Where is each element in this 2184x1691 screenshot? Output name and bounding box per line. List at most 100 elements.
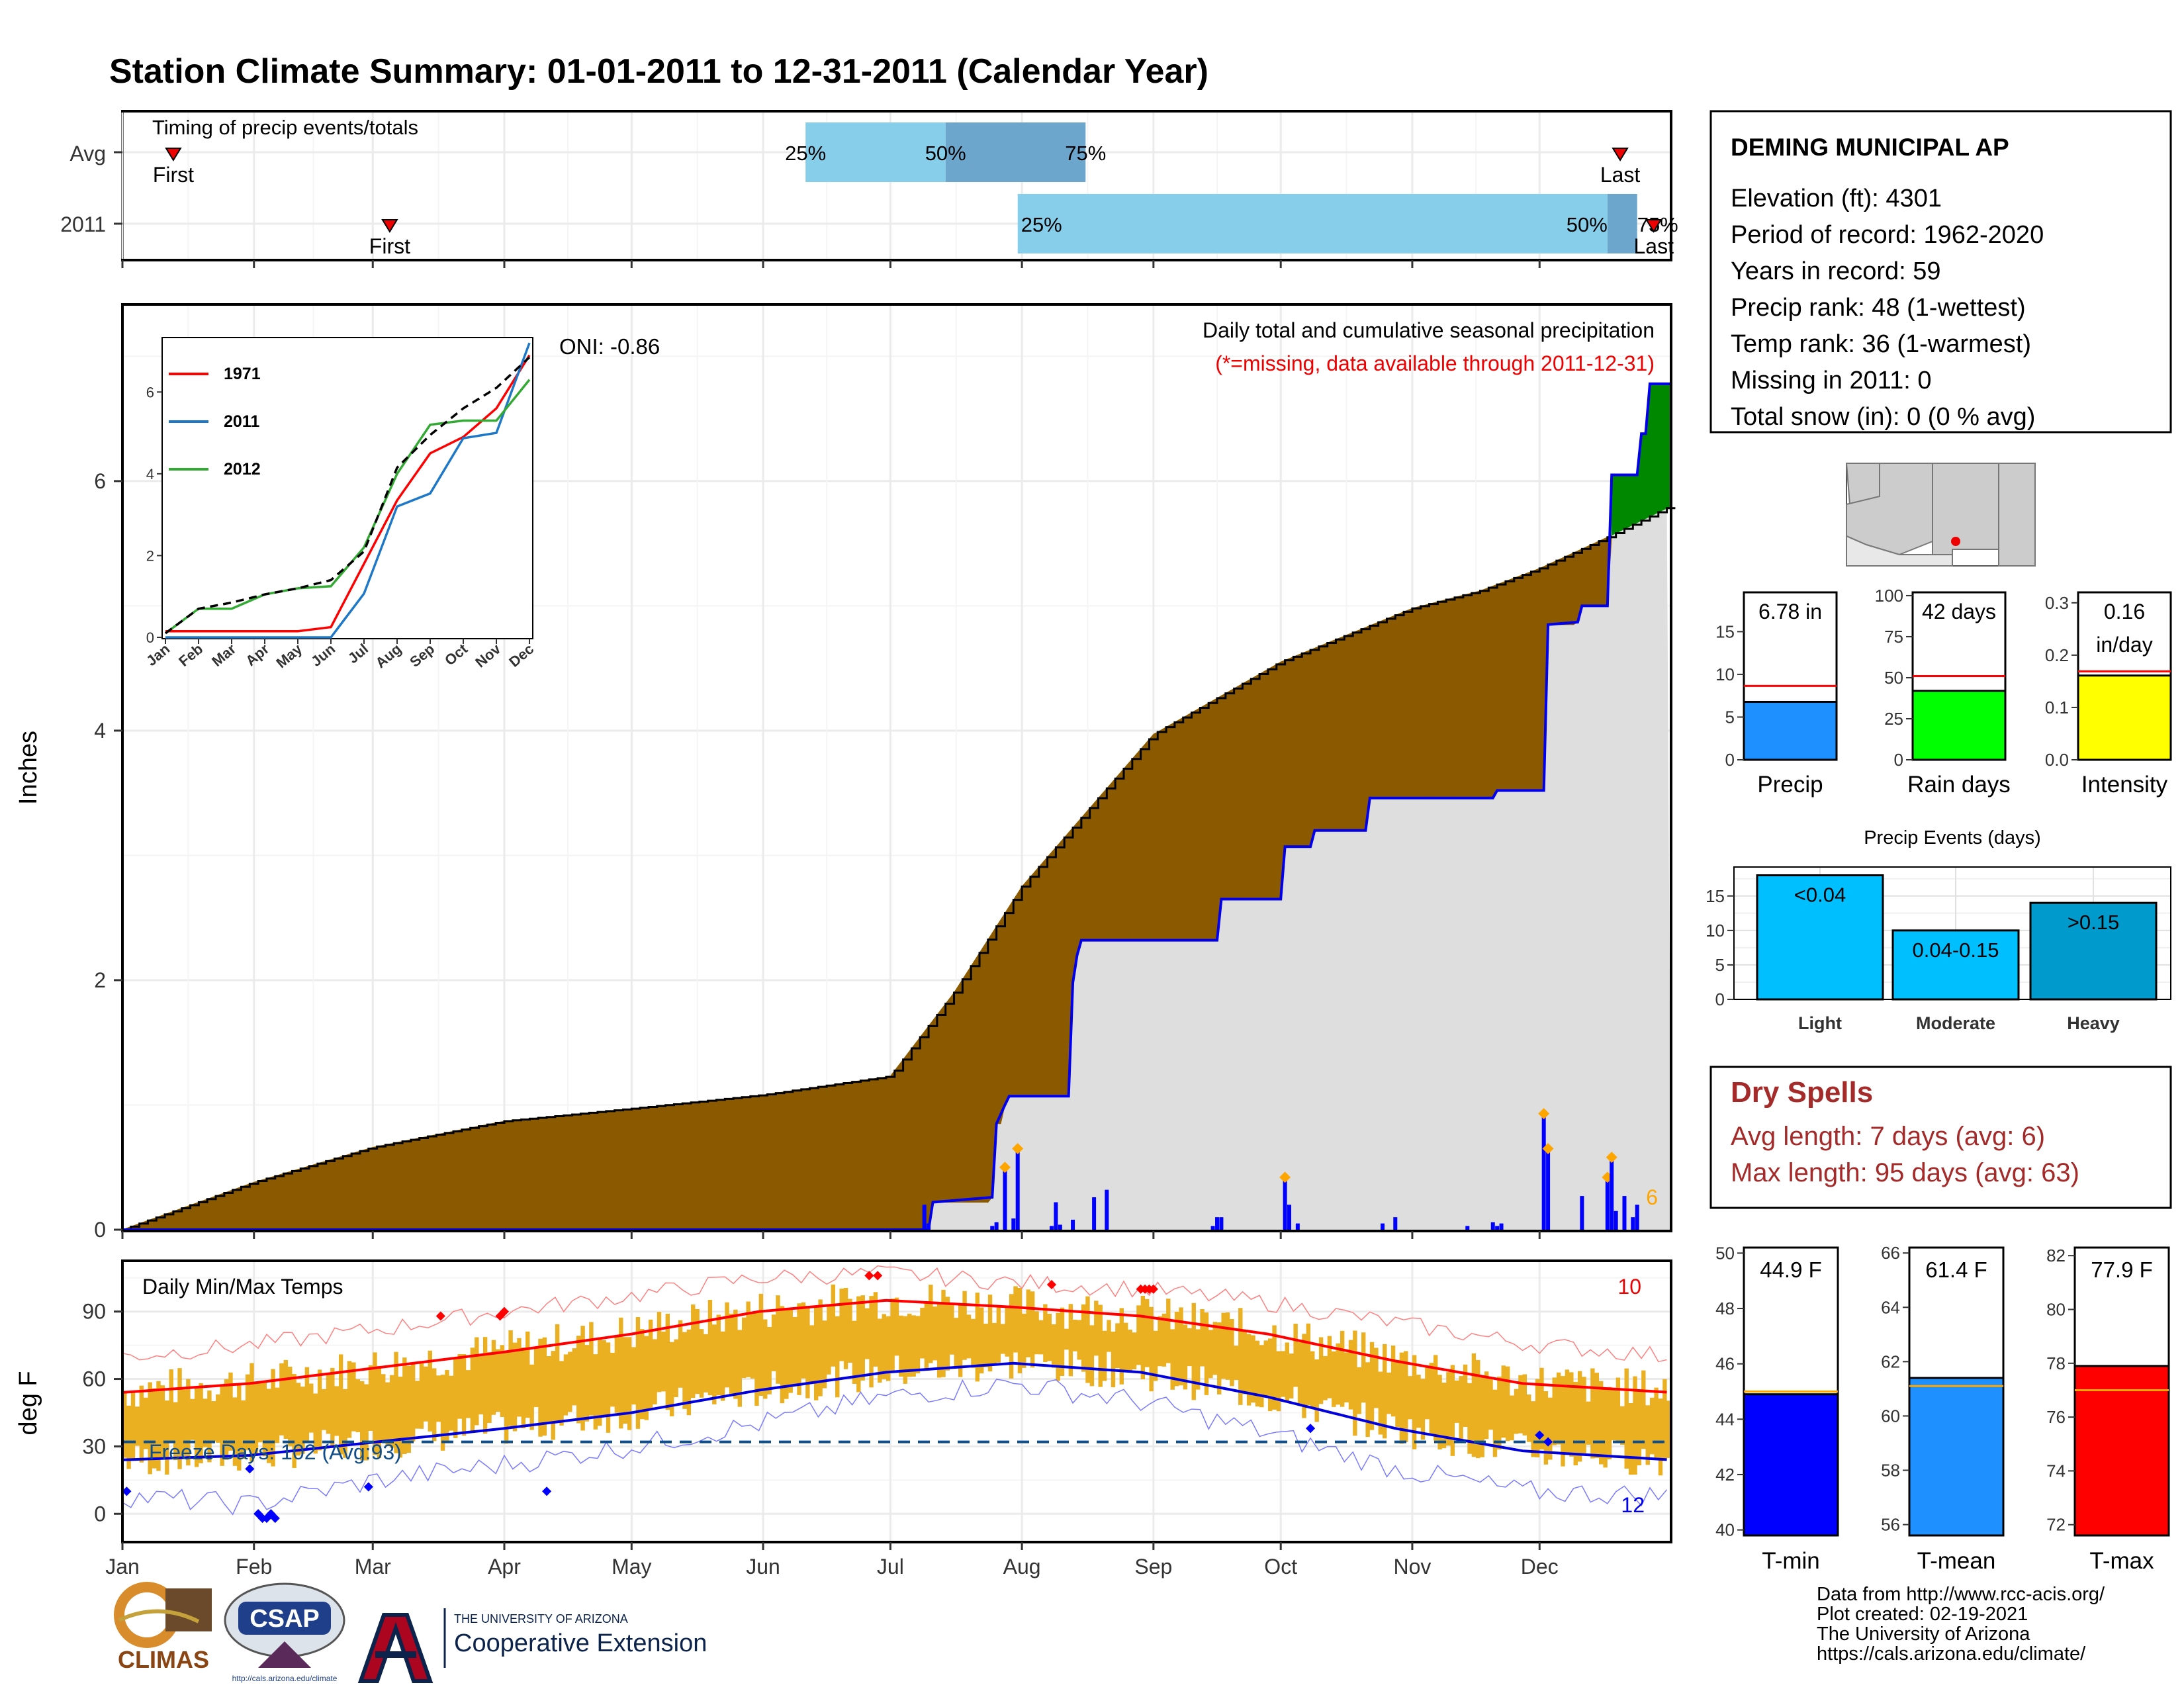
daily-precip-bar: [1210, 1226, 1215, 1230]
month-tick-label: Oct: [1264, 1555, 1297, 1578]
timing-p25-label: 25%: [785, 142, 826, 165]
last-event-marker: [1612, 148, 1629, 161]
station-info-frame: [1709, 110, 2172, 434]
inset-series-line: [164, 379, 531, 635]
locator-state-nm: [1932, 463, 1999, 555]
daily-precip-bar: [1610, 1157, 1614, 1230]
daily-precip-bar: [1546, 1148, 1551, 1230]
first-event-label: First: [153, 163, 194, 187]
month-tick-label: Jul: [877, 1555, 904, 1578]
record-high-marker: [864, 1271, 874, 1281]
temp-bar-value: [1743, 1393, 1839, 1537]
locator-map: [1845, 463, 2036, 567]
mini-bar-label: Precip: [1757, 772, 1823, 798]
summary-mini-bars: 0 5 10 15 6.78 in Precip 0 25 50 75 100 42 days Rain…: [1715, 586, 2172, 798]
precip-panel: 0 2 4 6 Inches Daily total and cumulative s…: [15, 303, 1676, 1242]
daily-precip-bar: [1541, 1113, 1546, 1230]
temp-bar-y-tick-label: 74: [2046, 1461, 2066, 1481]
events-category-label: Light: [1798, 1013, 1842, 1033]
record-high-marker: [1148, 1284, 1158, 1294]
avg-min-temp-line: [122, 1361, 1667, 1461]
climas-logo-block: [165, 1588, 212, 1631]
daily-precip-bar: [1465, 1226, 1470, 1230]
precip-y-label: Inches: [15, 731, 42, 805]
ua-logo-small-text: THE UNIVERSITY OF ARIZONA: [454, 1612, 628, 1625]
events-y-tick-label: 0: [1715, 989, 1725, 1009]
events-bar: [2029, 901, 2158, 1001]
precip-areas: [122, 382, 1676, 1231]
temp-bar-label: T-mean: [1917, 1548, 1996, 1574]
csap-logo-url: http://cals.arizona.edu/climate: [232, 1674, 338, 1683]
temp-y-tick-label: 60: [82, 1367, 106, 1391]
daily-temp-range-bars: [122, 1284, 1671, 1476]
month-tick-label: Sep: [1134, 1555, 1172, 1578]
precip-y-tick-label: 4: [94, 719, 106, 743]
month-tick-label: Mar: [355, 1555, 391, 1578]
temp-bar-y-tick-label: 50: [1715, 1243, 1735, 1263]
daily-precip-bar: [1092, 1197, 1097, 1230]
precip-panel-title: Daily total and cumulative seasonal prec…: [1203, 318, 1655, 342]
station-line-period: Period of record: 1962-2020: [1731, 221, 2044, 249]
precip-y-tick-label: 0: [94, 1218, 106, 1242]
inset-legend-label: 2012: [224, 460, 261, 479]
temp-bar-y-tick-label: 78: [2046, 1353, 2066, 1373]
last-event-label: Last: [1600, 163, 1641, 187]
month-tick-label: Nov: [1393, 1555, 1431, 1578]
last-event-label: Last: [1633, 234, 1674, 258]
temp-bar-y-tick-label: 44: [1715, 1409, 1735, 1429]
daily-precip-bar: [1071, 1219, 1075, 1230]
events-y-tick-label: 5: [1715, 955, 1725, 975]
daily-precip-bar: [1215, 1217, 1220, 1230]
temp-bar-value-label: 77.9 F: [2091, 1257, 2153, 1282]
temp-bar-y-tick-label: 60: [1881, 1406, 1900, 1426]
station-line-years: Years in record: 59: [1731, 257, 1941, 285]
daily-precip-marker: [999, 1162, 1011, 1173]
mini-bar-value: [1911, 690, 2007, 761]
record-high-marker: [435, 1311, 445, 1321]
temp-bar-value: [1908, 1377, 2005, 1537]
mini-bar-y-tick-label: 25: [1884, 709, 1903, 729]
temp-bar-y-tick-label: 42: [1715, 1465, 1735, 1485]
mini-bar-y-tick-label: 0: [1725, 750, 1735, 770]
mini-bar-y-tick-label: 100: [1875, 586, 1903, 606]
temp-bar-label: T-max: [2089, 1548, 2154, 1574]
ua-logo: THE UNIVERSITY OF ARIZONA Cooperative Ex…: [357, 1608, 707, 1683]
daily-precip-bar: [1058, 1224, 1062, 1230]
timing-p75-label: 75%: [1065, 142, 1106, 165]
events-category-label: Moderate: [1916, 1013, 1995, 1033]
temp-y-tick-label: 30: [82, 1434, 106, 1458]
month-tick-label: Aug: [1003, 1555, 1041, 1578]
climas-logo-sun-inner: [124, 1592, 169, 1637]
inset-series-line: [165, 354, 531, 633]
daily-precip-bar: [1219, 1217, 1224, 1230]
station-location-marker: [1951, 537, 1960, 546]
temp-bar-y-tick-label: 56: [1881, 1515, 1900, 1535]
events-bar: [1891, 929, 2020, 1001]
climas-logo-swoosh: [118, 1609, 200, 1623]
daily-precip-bar: [1015, 1148, 1020, 1230]
page-title: Station Climate Summary: 01-01-2011 to 1…: [109, 52, 1208, 91]
daily-precip-bar: [1631, 1217, 1635, 1230]
record-high-count: 10: [1617, 1275, 1641, 1299]
record-low-line: [122, 1379, 1668, 1516]
temp-y-tick-label: 90: [82, 1300, 106, 1324]
mini-bar-value: [2077, 674, 2172, 761]
temp-bar-value-label: 61.4 F: [1925, 1257, 1987, 1282]
station-line-snow: Total snow (in): 0 (0 % avg): [1731, 403, 2035, 431]
daily-precip-marker: [1012, 1142, 1024, 1154]
month-tick-label: May: [612, 1555, 651, 1578]
precip-events-chart: Precip Events (days) <0.04 Light 0.04-0.15 M…: [1706, 827, 2171, 1033]
events-title: Precip Events (days): [1864, 827, 2041, 848]
mini-bar-value: [1743, 700, 1838, 761]
mini-bar-y-tick-label: 75: [1884, 627, 1903, 647]
footer-line-data: Data from http://www.rcc-acis.org/: [1817, 1584, 2105, 1605]
daily-precip-bar: [927, 1223, 931, 1230]
record-high-marker: [1046, 1279, 1057, 1290]
inset-y-tick-label: 4: [146, 466, 154, 482]
dry-spells-title: Dry Spells: [1731, 1076, 1873, 1109]
temp-bar-y-tick-label: 40: [1715, 1520, 1735, 1540]
mini-bar-y-tick-label: 0: [1894, 750, 1903, 770]
record-high-line: [122, 1265, 1667, 1363]
